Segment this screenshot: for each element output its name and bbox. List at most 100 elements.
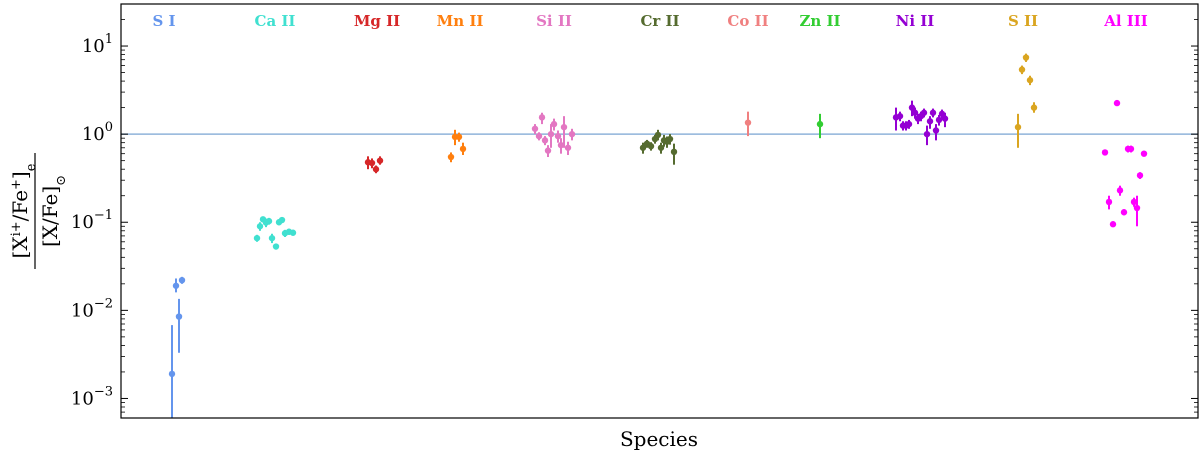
y-label-fraction: [Xi+/Fe+]e[X/Fe]⊙ — [8, 153, 69, 269]
plot-frame — [120, 3, 1199, 419]
data-point — [938, 110, 946, 118]
y-tick-label: 101 — [82, 32, 113, 57]
data-point — [1133, 204, 1141, 212]
data-point — [1120, 209, 1128, 216]
data-point — [1140, 150, 1148, 157]
data-point — [541, 137, 549, 144]
x-axis-label: Species — [620, 427, 698, 451]
data-point — [289, 229, 297, 236]
series-al-iii — [1101, 99, 1148, 228]
data-point — [538, 114, 546, 121]
y-label-denominator: [X/Fe]⊙ — [38, 175, 69, 247]
data-point — [265, 217, 273, 225]
data-point — [256, 223, 264, 230]
data-point — [935, 116, 943, 124]
y-axis-label: [Xi+/Fe+]e[X/Fe]⊙ — [8, 153, 69, 269]
data-point — [535, 132, 543, 140]
data-point — [657, 144, 665, 151]
series-ni-ii — [892, 100, 949, 146]
data-point — [920, 109, 928, 116]
series-ca-ii — [253, 216, 297, 250]
data-point — [547, 130, 555, 138]
data-point — [1130, 198, 1138, 206]
data-point — [744, 119, 752, 126]
data-point — [1113, 99, 1121, 107]
data-point — [557, 141, 565, 149]
data-point — [1101, 149, 1109, 156]
data-point — [172, 282, 180, 289]
y-tick-label: 100 — [82, 120, 113, 145]
data-point — [926, 118, 934, 125]
species-labels: S I Ca II Mg II Mn II Si II Cr II Co II Zn II Ni… — [152, 12, 1147, 30]
data-point — [1014, 123, 1022, 131]
data-point — [568, 130, 576, 138]
data-point — [1022, 54, 1030, 61]
data-point — [168, 370, 176, 378]
data-point — [1026, 76, 1034, 84]
species-label: Si II — [536, 12, 572, 30]
data-point — [654, 131, 662, 139]
data-point — [647, 142, 655, 150]
series-s-i — [168, 276, 186, 418]
series-cr-ii — [639, 129, 678, 165]
data-point — [376, 157, 384, 164]
data-point — [932, 127, 940, 134]
data-point — [666, 135, 674, 143]
data-point — [923, 130, 931, 138]
data-point — [1127, 145, 1135, 153]
data-point — [455, 133, 463, 141]
data-point — [560, 123, 568, 131]
y-tick-label: 10−3 — [71, 384, 113, 409]
data-point — [639, 144, 647, 151]
data-point — [278, 216, 286, 224]
series-mn-ii — [447, 129, 467, 163]
plot-area — [121, 53, 1198, 418]
data-point — [1018, 66, 1026, 73]
data-point — [447, 153, 455, 161]
species-label: Co II — [727, 12, 768, 30]
species-label: Al III — [1103, 12, 1148, 30]
species-label: Mg II — [354, 12, 400, 30]
data-point — [544, 147, 552, 154]
data-point — [816, 120, 824, 128]
data-point — [929, 109, 937, 116]
data-point — [908, 104, 916, 111]
data-point — [670, 148, 678, 156]
species-label: S I — [152, 12, 175, 30]
species-label: S II — [1008, 12, 1038, 30]
species-label: Ni II — [896, 12, 935, 30]
data-point — [896, 112, 904, 120]
data-point — [941, 115, 949, 122]
series-mg-ii — [364, 156, 384, 174]
y-tick-label: 10−2 — [71, 296, 113, 321]
data-point — [1105, 198, 1113, 206]
data-point — [178, 276, 186, 284]
axes: 10−3 10−2 10−1 100 101 — [71, 3, 1199, 419]
data-point — [1030, 104, 1038, 111]
species-label: Mn II — [437, 12, 484, 30]
series-si-ii — [531, 112, 576, 158]
data-point — [372, 166, 380, 173]
data-point — [550, 120, 558, 128]
data-point — [911, 109, 919, 116]
data-point — [459, 145, 467, 153]
data-point — [368, 159, 376, 167]
data-point — [531, 125, 539, 132]
data-point — [272, 243, 280, 250]
data-point — [268, 234, 276, 242]
species-label: Ca II — [255, 12, 296, 30]
data-point — [253, 234, 261, 242]
data-point — [905, 120, 913, 128]
series-co-ii — [744, 111, 752, 137]
data-point — [1109, 221, 1117, 228]
species-label: Cr II — [640, 12, 679, 30]
series-s-ii — [1014, 53, 1038, 148]
series-zn-ii — [816, 113, 824, 139]
data-point — [1136, 172, 1144, 179]
data-point — [1116, 187, 1124, 194]
data-point — [175, 313, 183, 320]
data-point — [554, 132, 562, 140]
y-label-numerator: [Xi+/Fe+]e — [8, 163, 39, 258]
data-point — [564, 144, 572, 151]
